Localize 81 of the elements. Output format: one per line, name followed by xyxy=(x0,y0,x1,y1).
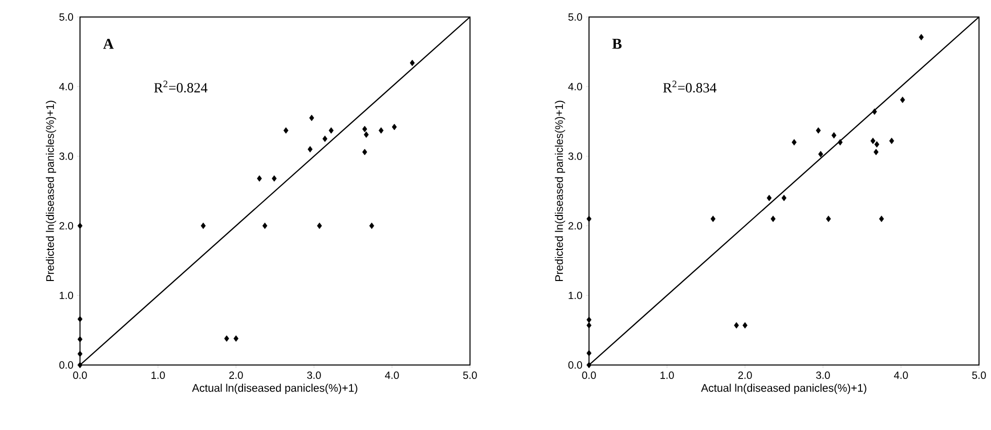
x-tick-label: 4.0 xyxy=(894,372,908,379)
point xyxy=(317,222,322,229)
point xyxy=(364,131,369,138)
x-tick-label: 0.0 xyxy=(73,372,87,379)
y-tick-label: 1.0 xyxy=(568,292,582,300)
x-axis-title: Actual ln(diseased panicles(%)+1) xyxy=(701,384,866,394)
point xyxy=(78,222,82,229)
y-tick-label: 0.0 xyxy=(59,361,74,369)
point xyxy=(734,322,739,329)
point xyxy=(78,316,82,322)
point xyxy=(818,150,824,158)
y-tick-label: 4.0 xyxy=(59,82,74,90)
point xyxy=(309,114,314,122)
point xyxy=(792,139,797,146)
point xyxy=(362,148,368,156)
point xyxy=(410,60,415,66)
x-tick-label: 2.0 xyxy=(738,372,752,379)
point xyxy=(770,216,776,222)
point xyxy=(872,108,877,115)
text: B xyxy=(612,38,622,49)
point xyxy=(256,175,262,182)
y-tick-label: 0.0 xyxy=(568,361,582,369)
point xyxy=(900,96,906,104)
point xyxy=(586,216,592,222)
point xyxy=(272,175,277,182)
y-tick-label: 2.0 xyxy=(59,222,74,230)
y-tick-label: 5.0 xyxy=(59,13,74,21)
point xyxy=(586,322,592,329)
point xyxy=(874,148,878,156)
x-tick-label: 1.0 xyxy=(660,372,674,379)
point xyxy=(200,222,206,229)
point xyxy=(586,316,592,323)
point xyxy=(78,362,82,368)
x-tick-label: 4.0 xyxy=(384,372,399,379)
y-axis-title: Predicted ln(diseased panicles(%)+1) xyxy=(554,100,566,282)
point xyxy=(879,216,884,222)
point xyxy=(831,132,836,139)
annotation: R$^{2}$=0.834 xyxy=(663,80,716,93)
point xyxy=(262,222,268,229)
point xyxy=(322,136,328,142)
point xyxy=(710,216,716,222)
x-tick-label: 3.0 xyxy=(307,372,321,379)
point xyxy=(870,138,876,144)
point xyxy=(308,146,313,152)
y-tick-label: 4.0 xyxy=(568,82,582,90)
point xyxy=(378,127,384,134)
point xyxy=(918,34,924,40)
point xyxy=(328,127,334,134)
point xyxy=(826,216,831,222)
point xyxy=(586,362,592,368)
point xyxy=(586,350,592,356)
point xyxy=(889,138,894,144)
x-tick-label: 1.0 xyxy=(152,372,165,379)
point xyxy=(742,322,748,329)
x-tick-label: 5.0 xyxy=(972,372,986,379)
y-axis-title: Predicted ln(diseased panicles(%)+1) xyxy=(46,100,56,282)
point xyxy=(78,350,82,358)
text: A xyxy=(103,38,114,49)
y-tick-label: 3.0 xyxy=(568,152,582,160)
point xyxy=(874,141,880,148)
point xyxy=(369,222,374,229)
point xyxy=(392,124,397,130)
point xyxy=(234,335,238,342)
point xyxy=(283,127,288,134)
point xyxy=(838,139,843,146)
y-tick-label: 3.0 xyxy=(59,152,74,160)
point xyxy=(766,194,772,202)
x-axis-title: Actual ln(diseased panicles(%)+1) xyxy=(192,384,358,394)
point xyxy=(816,127,821,134)
x-tick-label: 0.0 xyxy=(582,372,596,379)
annotation: R$^{2}$=0.824 xyxy=(154,80,208,93)
x-tick-label: 5.0 xyxy=(463,372,477,379)
point xyxy=(78,336,82,342)
point xyxy=(782,194,786,202)
y-tick-label: 1.0 xyxy=(60,292,74,300)
y-tick-label: 5.0 xyxy=(568,13,582,21)
y-tick-label: 2.0 xyxy=(568,222,582,230)
x-tick-label: 2.0 xyxy=(229,372,243,379)
point xyxy=(362,126,368,132)
point xyxy=(224,335,230,342)
x-tick-label: 3.0 xyxy=(816,372,830,379)
